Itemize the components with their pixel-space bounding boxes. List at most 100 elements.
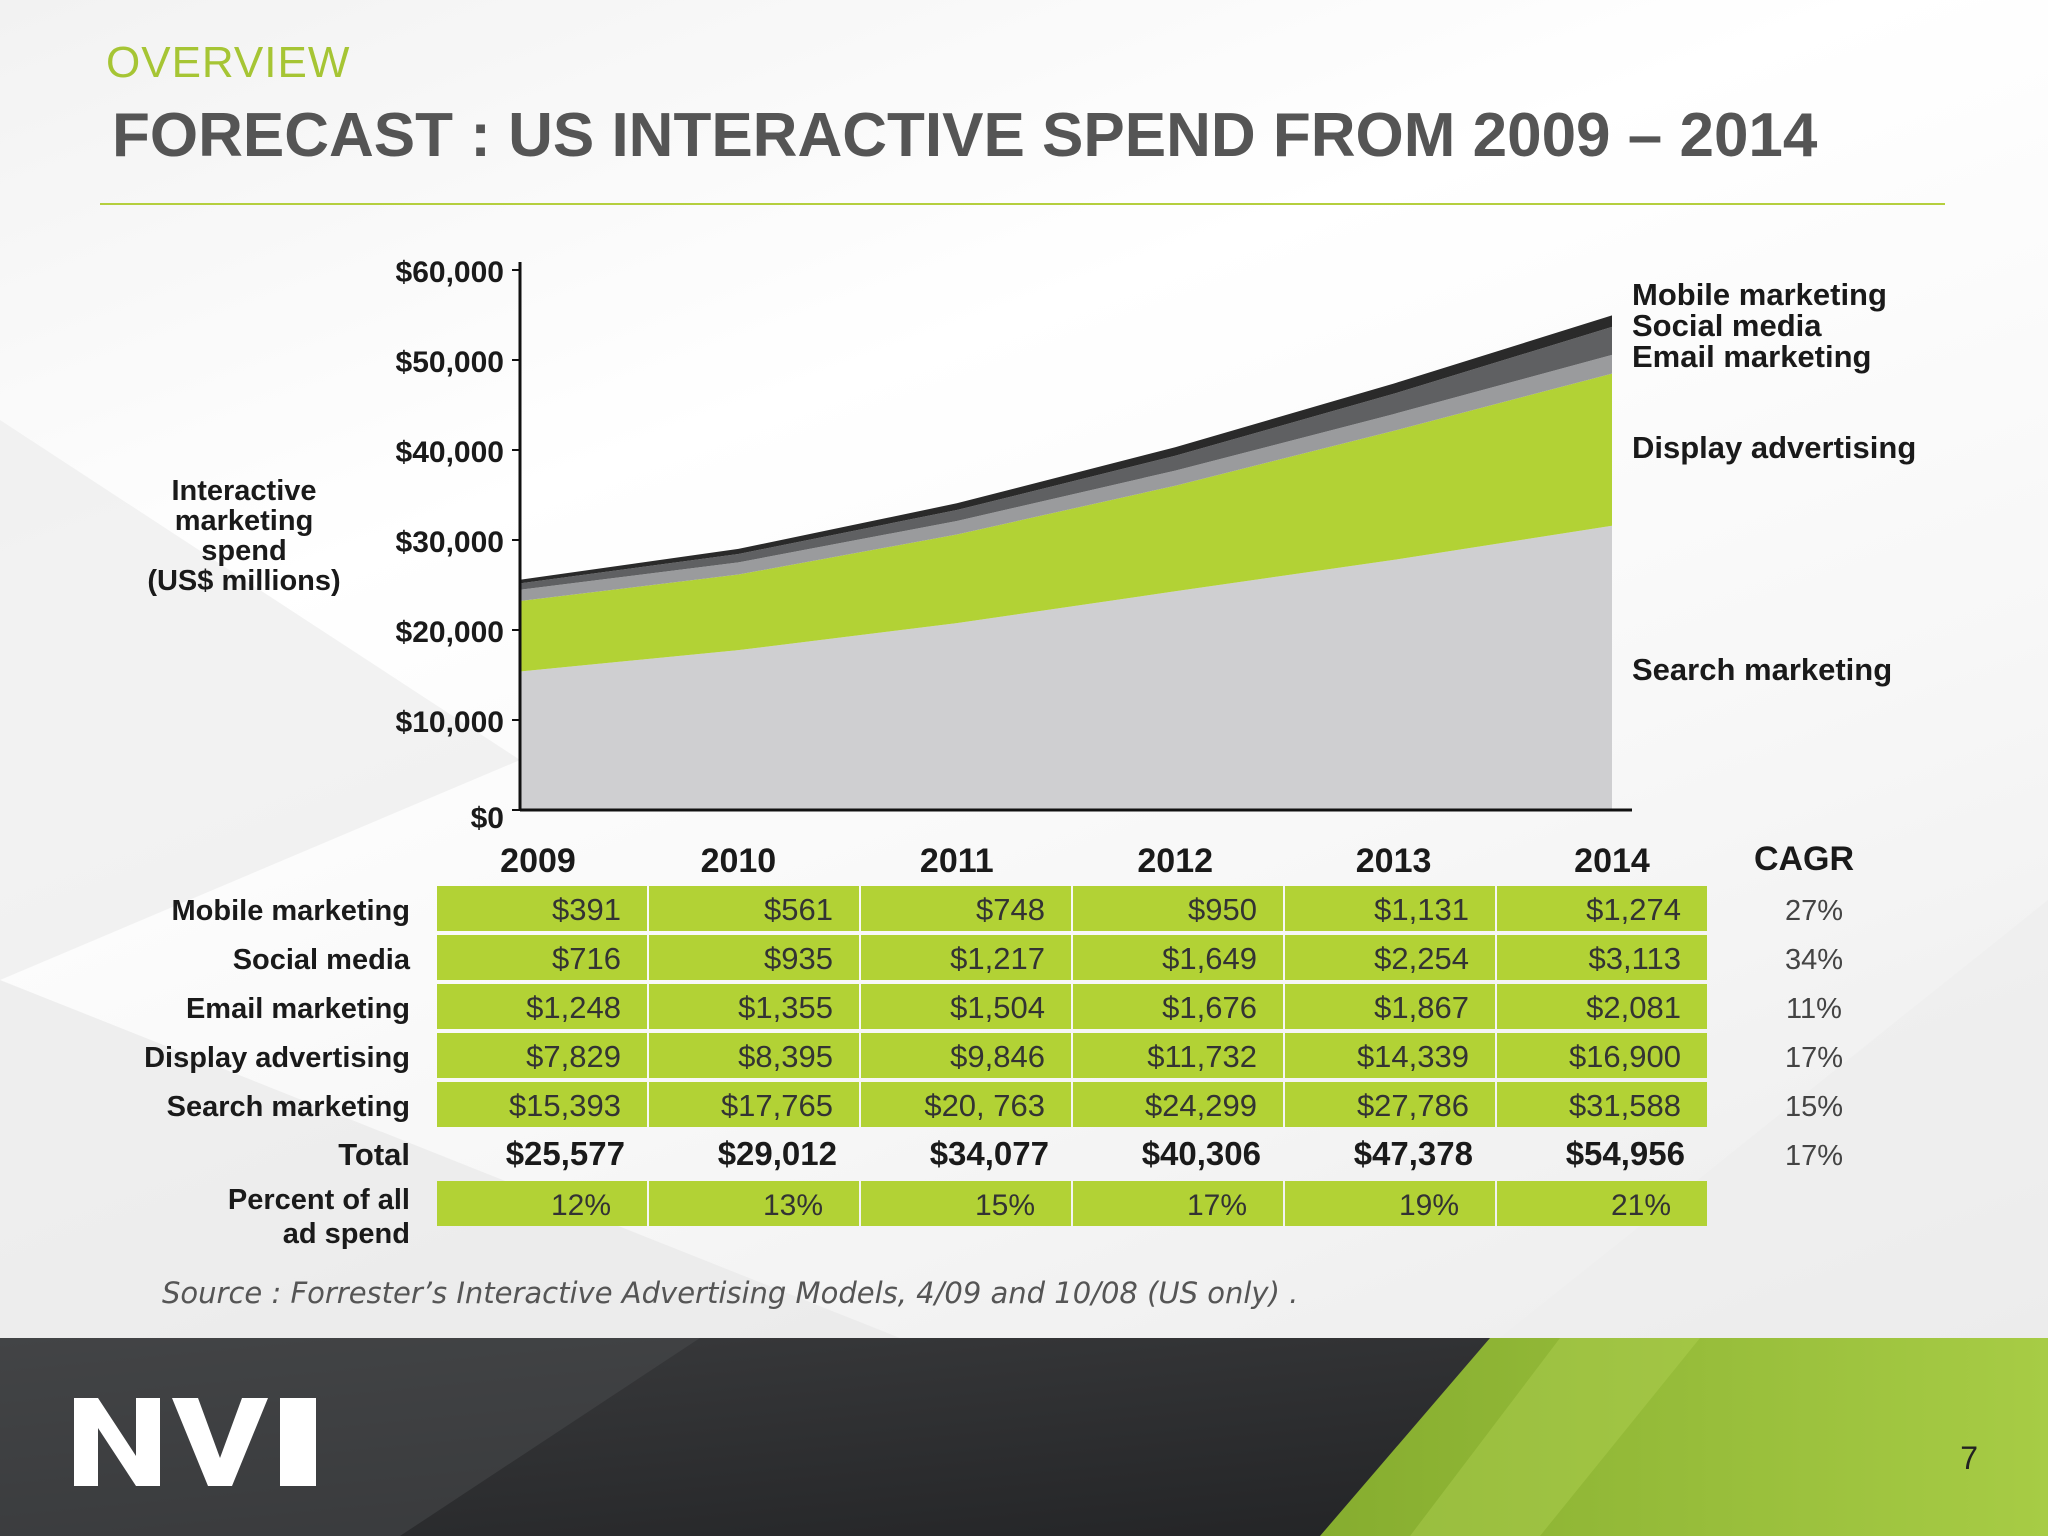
x-tick-label: 2013 [1356,842,1432,880]
cell-value: $1,649 [1162,941,1257,976]
table-cell [649,1082,859,1127]
legend-label: Search marketing [1632,652,1892,687]
total-label: Total [338,1137,410,1172]
title-divider [100,203,1945,205]
data-table: CAGR Mobile marketing $391 $561 $748 $950 $1,1… [144,840,1854,1250]
cell-value: $1,676 [1162,990,1257,1025]
table-cell [649,984,859,1029]
table-cell [437,886,647,931]
cell-value: $15,393 [509,1088,621,1123]
cell-value: $391 [552,892,621,927]
percent-value: 21% [1611,1189,1671,1222]
table-cell [861,1082,1071,1127]
cell-value: $24,299 [1145,1088,1257,1123]
x-tick-label: 2009 [500,842,576,880]
cagr-value: 27% [1785,895,1843,927]
y-tick-label: $40,000 [396,436,504,469]
table-cell [437,984,647,1029]
cell-value: $27,786 [1357,1088,1469,1123]
x-tick-label: 2012 [1137,842,1213,880]
page-title: FORECAST : US INTERACTIVE SPEND FROM 200… [112,101,1818,170]
table-cell [437,1082,647,1127]
cell-value: $950 [1188,892,1257,927]
cagr-value: 17% [1785,1042,1843,1074]
series-legend: Search marketing Display advertising Email… [1632,277,1916,687]
table-cell [861,935,1071,980]
area-search-marketing [520,525,1612,810]
table-cell [1285,935,1495,980]
cell-value: $7,829 [526,1039,621,1074]
section-kicker: OVERVIEW [106,38,351,87]
percent-cell [649,1181,859,1226]
y-tick-label: $10,000 [396,706,504,739]
percent-cell [437,1181,647,1226]
cell-value: $8,395 [738,1039,833,1074]
legend-label: Display advertising [1632,430,1916,465]
table-cell [1073,1033,1283,1078]
legend-label: Mobile marketing [1632,277,1887,312]
total-value: $40,306 [1142,1135,1261,1172]
total-value: $25,577 [506,1135,625,1172]
table-cell [861,984,1071,1029]
y-tick-label: $50,000 [396,346,504,379]
table-cell [1285,886,1495,931]
percent-value: 15% [975,1189,1035,1222]
area-display-advertising [520,373,1612,672]
percent-label-line2: ad spend [283,1218,410,1250]
table-cell [1073,1082,1283,1127]
y-axis-title-line: (US$ millions) [147,565,340,597]
y-axis-ticks: $0 $10,000 $20,000 $30,000 $40,000 $50,000 $60… [396,256,520,835]
percent-label-line1: Percent of all [228,1184,410,1216]
table-cell [1073,984,1283,1029]
row-label: Mobile marketing [172,895,411,927]
footer-bar [0,1338,2048,1536]
cell-value: $1,131 [1374,892,1469,927]
cell-value: $20, 763 [924,1088,1045,1123]
table-cell [1285,984,1495,1029]
legend-label: Social media [1632,308,1822,343]
chart-axes: 2009 2010 2011 2012 2013 2014 [500,262,1650,880]
table-cell [649,935,859,980]
table-cell [437,935,647,980]
table-cell [1497,886,1707,931]
cell-value: $3,113 [1588,941,1681,976]
table-cell [1497,935,1707,980]
y-axis-title-line: Interactive [171,475,316,507]
row-label: Email marketing [186,993,410,1025]
percent-value: 19% [1399,1189,1459,1222]
cell-value: $9,846 [950,1039,1045,1074]
y-tick-label: $20,000 [396,616,504,649]
percent-value: 13% [763,1189,823,1222]
table-cell [1285,1033,1495,1078]
row-label: Display advertising [144,1042,410,1074]
cell-value: $2,254 [1374,941,1469,976]
cell-value: $935 [764,941,833,976]
area-layers [520,315,1612,810]
percent-cell [861,1181,1071,1226]
cagr-header: CAGR [1754,840,1854,878]
source-note: Source : Forrester’s Interactive Adverti… [162,1276,1299,1310]
cell-value: $2,081 [1586,990,1681,1025]
cell-value: $561 [764,892,833,927]
cell-value: $716 [552,941,621,976]
cell-value: $1,248 [526,990,621,1025]
cell-value: $1,504 [950,990,1045,1025]
table-cell [1285,1082,1495,1127]
area-email-marketing [520,354,1612,602]
table-cell [437,1033,647,1078]
cagr-value: 15% [1785,1091,1843,1123]
cell-value: $11,732 [1147,1039,1257,1074]
y-tick-label: $0 [471,802,504,835]
x-tick-label: 2010 [701,842,777,880]
cell-value: $748 [976,892,1045,927]
cagr-value: 11% [1786,993,1842,1025]
y-tick-label: $60,000 [396,256,504,289]
x-tick-label: 2014 [1574,842,1650,880]
cell-value: $17,765 [721,1088,833,1123]
table-cell [1497,1033,1707,1078]
footer-graphic [0,1338,2048,1536]
cell-value: $14,339 [1357,1039,1469,1074]
nvi-logo [74,1398,316,1486]
cell-value: $1,274 [1586,892,1681,927]
